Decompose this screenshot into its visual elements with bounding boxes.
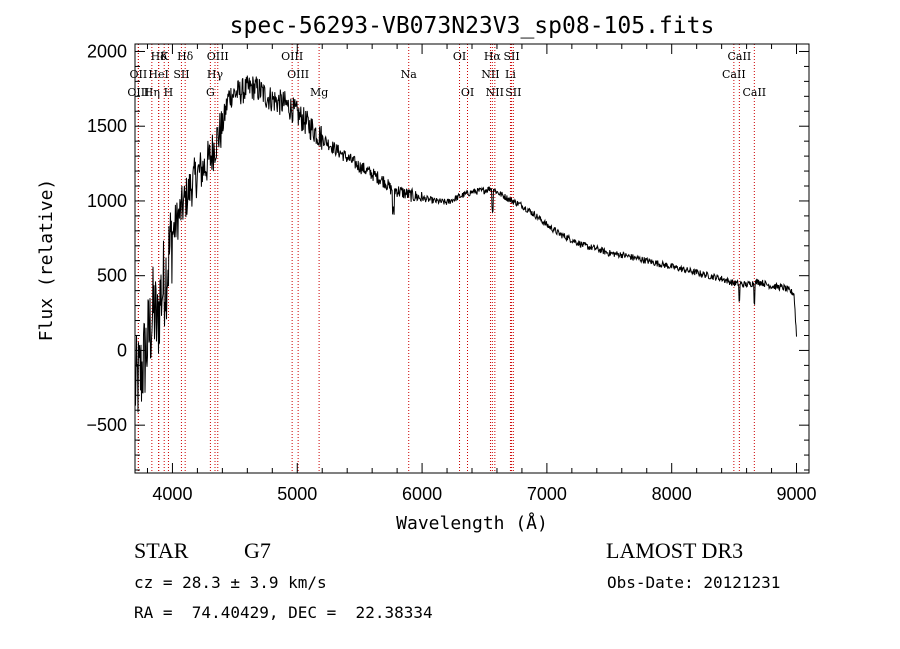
- line-marker-label: SII: [503, 50, 519, 63]
- line-marker-label: OI: [453, 50, 466, 63]
- y-axis-label: Flux (relative): [36, 179, 57, 342]
- x-tick-label: 9000: [776, 484, 816, 504]
- line-marker-label: OIII: [287, 68, 309, 81]
- x-tick-label: 5000: [277, 484, 317, 504]
- line-marker-label: SII: [505, 86, 521, 99]
- observation-date: Obs-Date: 20121231: [607, 573, 781, 592]
- x-axis-label: Wavelength (Å): [396, 512, 548, 534]
- line-marker-label: OIII: [281, 50, 303, 63]
- y-tick-label: 0: [117, 340, 127, 360]
- line-marker-label: NII: [486, 86, 504, 99]
- object-subclass: G7: [244, 538, 271, 563]
- line-marker-label: NII: [481, 68, 499, 81]
- line-marker-label: CaII: [728, 50, 752, 63]
- spectrum-line: [134, 75, 797, 413]
- line-marker-label: K: [160, 50, 169, 63]
- line-marker-label: Hη: [144, 86, 160, 99]
- survey-name: LAMOST DR3: [606, 538, 744, 563]
- line-marker-label: SII: [173, 68, 189, 81]
- line-marker-label: G: [206, 86, 215, 99]
- line-marker-label: Mg: [310, 86, 328, 99]
- line-marker-label: Hδ: [151, 50, 168, 63]
- line-marker-label: OIII: [127, 86, 149, 99]
- x-tick-label: 8000: [652, 484, 692, 504]
- x-tick-label: 4000: [152, 484, 192, 504]
- line-marker-label: CaII: [722, 68, 746, 81]
- x-tick-label: 6000: [402, 484, 442, 504]
- line-marker-label: Hδ: [177, 50, 194, 63]
- y-tick-label: 1500: [87, 116, 127, 136]
- y-tick-label: 500: [97, 266, 127, 286]
- line-marker-label: CaII: [742, 86, 766, 99]
- line-marker-label: H: [164, 86, 174, 99]
- line-marker-label: OIII: [207, 50, 229, 63]
- line-marker-label: HeI: [148, 68, 168, 81]
- y-tick-label: −500: [86, 415, 127, 435]
- line-marker-label: Na: [401, 68, 418, 81]
- chart-title: spec-56293-VB073N23V3_sp08-105.fits: [230, 13, 715, 39]
- line-marker-label: Li: [505, 68, 516, 81]
- line-marker-label: Hγ: [207, 68, 224, 81]
- emission-line-markers: [137, 44, 755, 473]
- line-marker-label: OI: [461, 86, 474, 99]
- line-marker-label: Hα: [484, 50, 502, 63]
- x-tick-label: 7000: [527, 484, 567, 504]
- plot-frame: [134, 43, 810, 474]
- redshift-value: cz = 28.3 ± 3.9 km/s: [134, 573, 327, 592]
- x-axis-ticks: 4000 5000 6000 7000 8000 9000: [146, 44, 817, 504]
- object-class: STAR: [134, 538, 189, 563]
- y-tick-label: 1000: [87, 191, 127, 211]
- line-marker-label: OII: [130, 68, 148, 81]
- y-tick-label: 2000: [87, 41, 127, 61]
- y-axis-ticks: −500 0 500 1000 1500 2000: [86, 41, 809, 471]
- coordinates: RA = 74.40429, DEC = 22.38334: [134, 603, 433, 622]
